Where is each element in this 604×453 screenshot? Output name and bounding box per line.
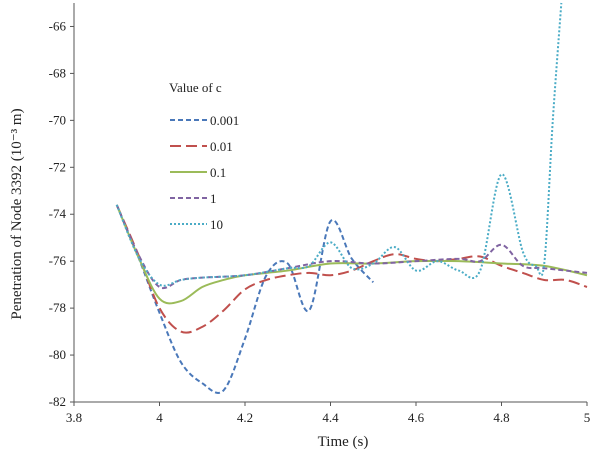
y-tick-label: -70 <box>49 112 66 127</box>
legend-label: 0.001 <box>210 113 239 128</box>
y-tick-label: -76 <box>49 253 67 268</box>
y-tick-label: -82 <box>49 394 66 409</box>
x-tick-label: 3.8 <box>66 410 82 425</box>
x-tick-label: 5 <box>584 410 591 425</box>
plot-area <box>73 3 587 403</box>
x-tick-label: 4 <box>156 410 163 425</box>
y-tick-label: -80 <box>49 347 66 362</box>
legend-label: 1 <box>210 191 217 206</box>
legend: Value of c 0.001 0.01 0.1 1 10 <box>169 80 239 232</box>
y-tick-label: -74 <box>49 206 67 221</box>
legend-title: Value of c <box>169 80 222 95</box>
series-line-1 <box>115 204 588 289</box>
y-tick-label: -68 <box>49 65 66 80</box>
series-layer <box>115 2 588 394</box>
series-line-10 <box>115 2 563 287</box>
x-tick-label: 4.6 <box>408 410 425 425</box>
x-tick-label: 4.2 <box>237 410 253 425</box>
x-tick-label: 4.4 <box>322 410 339 425</box>
legend-label: 10 <box>210 217 223 232</box>
x-tick-label: 4.8 <box>493 410 509 425</box>
legend-label: 0.01 <box>210 139 233 154</box>
legend-label: 0.1 <box>210 165 226 180</box>
series-line-0.01 <box>115 204 588 334</box>
legend-items: 0.001 0.01 0.1 1 10 <box>170 113 239 232</box>
series-line-0.1 <box>115 204 588 305</box>
y-tick-label: -66 <box>49 18 67 33</box>
x-axis-title: Time (s) <box>318 434 369 450</box>
y-tick-label: -78 <box>49 300 66 315</box>
y-axis-title: Penetration of Node 3392 (10⁻³ m) <box>9 108 25 319</box>
y-tick-label: -72 <box>49 159 66 174</box>
axis-ticks: 3.8 4 4.2 4.4 4.6 4.8 5 -66 -68 -70 -72 -74 -76 -78 -8… <box>49 18 591 425</box>
series-line-0.001 <box>115 204 374 394</box>
